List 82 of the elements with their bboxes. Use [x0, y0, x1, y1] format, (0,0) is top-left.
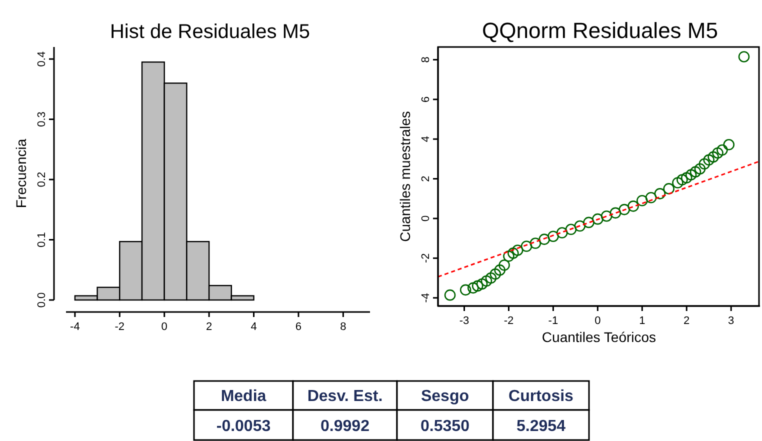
- point: [723, 138, 735, 150]
- x-tick-label: 4: [250, 321, 257, 333]
- y-tick-label: 0.0: [36, 292, 48, 308]
- point: [538, 234, 550, 245]
- y-tick-label: 0.4: [36, 51, 48, 67]
- point: [556, 227, 568, 238]
- point: [548, 230, 559, 242]
- y-tick-label: 8: [420, 56, 432, 63]
- point: [600, 210, 612, 222]
- chart-title: QQnorm Residuales M5: [482, 18, 718, 43]
- text: 5.2954: [516, 418, 566, 435]
- point: [530, 238, 542, 249]
- point: [592, 213, 604, 225]
- text: 0.9992: [320, 418, 370, 435]
- x-tick-label: 2: [684, 315, 690, 327]
- point: [690, 166, 702, 178]
- y-tick-label: 4: [420, 136, 432, 142]
- x-tick-label: -2: [114, 321, 125, 333]
- point: [685, 169, 697, 180]
- x-tick-label: -4: [70, 321, 80, 333]
- x-tick-label: -2: [504, 315, 514, 327]
- point: [610, 207, 622, 219]
- y-tick-label: -4: [420, 292, 432, 303]
- point: [583, 216, 594, 228]
- point: [490, 268, 502, 280]
- point: [694, 163, 706, 175]
- point: [494, 264, 506, 276]
- y-axis-title: Frecuencia: [13, 138, 29, 208]
- chart-title: Hist de Residuales M5: [110, 21, 310, 43]
- x-tick-label: -3: [459, 315, 470, 327]
- point: [676, 174, 688, 186]
- x-tick-label: 0: [594, 315, 601, 327]
- point: [565, 224, 577, 236]
- point: [460, 284, 472, 296]
- x-tick-label: 1: [639, 315, 646, 327]
- point: [508, 248, 519, 259]
- point: [654, 188, 666, 200]
- y-tick-label: -2: [420, 253, 432, 264]
- point: [476, 278, 488, 290]
- point: [738, 51, 750, 62]
- text: -0.0053: [216, 418, 271, 435]
- y-tick-label: 2: [420, 176, 432, 182]
- point: [698, 158, 710, 170]
- y-tick-label: 0.2: [36, 172, 48, 188]
- point: [716, 144, 728, 156]
- point: [672, 177, 684, 188]
- point: [680, 172, 692, 184]
- point: [645, 192, 657, 204]
- point: [444, 289, 456, 301]
- point: [628, 200, 639, 212]
- point: [574, 220, 586, 232]
- x-tick-label: 0: [161, 321, 168, 333]
- point: [485, 272, 497, 284]
- point: [520, 240, 532, 252]
- point: [467, 282, 479, 294]
- point: [472, 280, 484, 292]
- point: [503, 250, 514, 262]
- point: [480, 275, 492, 287]
- category-label: Sesgo: [420, 388, 470, 405]
- category-label: Curtosis: [508, 388, 574, 405]
- point: [708, 151, 719, 163]
- y-tick-label: 0.3: [36, 112, 48, 127]
- x-tick-label: 2: [206, 321, 212, 333]
- point: [618, 204, 630, 216]
- text: 0.5350: [420, 418, 470, 435]
- y-tick-label: 0.1: [36, 232, 48, 248]
- point: [498, 259, 510, 271]
- y-tick-label: 0: [420, 215, 432, 222]
- y-axis-title: Cuantiles muestrales: [397, 111, 413, 242]
- x-axis-title: Cuantiles Teóricos: [542, 329, 656, 345]
- x-tick-label: 3: [728, 315, 734, 327]
- point: [512, 244, 524, 256]
- x-tick-label: 6: [295, 321, 302, 333]
- category-label: Media: [220, 388, 266, 405]
- point: [636, 194, 648, 206]
- y-tick-label: 6: [420, 96, 432, 102]
- point: [663, 183, 674, 194]
- point: [703, 154, 715, 166]
- point: [712, 147, 724, 159]
- x-tick-label: 8: [340, 321, 346, 333]
- category-label: Desv. Est.: [307, 388, 383, 405]
- x-tick-label: -1: [548, 315, 558, 327]
